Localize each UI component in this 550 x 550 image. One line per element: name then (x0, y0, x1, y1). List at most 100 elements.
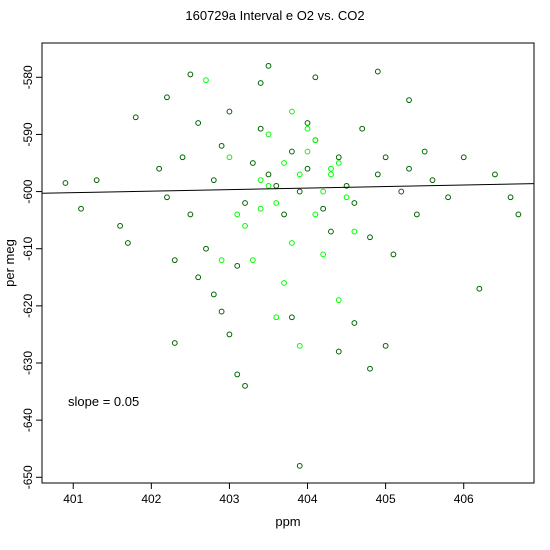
data-point (335, 348, 342, 355)
data-point (320, 188, 327, 195)
data-point (351, 200, 358, 206)
data-point (234, 371, 241, 378)
data-point (156, 165, 163, 172)
data-point (210, 291, 217, 298)
data-point (515, 211, 522, 218)
y-axis-label: per meg (2, 239, 17, 287)
data-point (242, 200, 248, 206)
data-point (195, 120, 202, 126)
data-point (304, 120, 311, 126)
data-point (187, 211, 194, 218)
data-point (328, 171, 334, 178)
data-point (429, 177, 436, 184)
data-point (226, 154, 233, 161)
data-point (93, 177, 100, 184)
data-point (273, 314, 280, 321)
data-point (234, 211, 241, 218)
data-point (359, 125, 366, 132)
data-point (312, 211, 319, 218)
data-point (226, 331, 233, 338)
x-tick-label: 405 (376, 492, 396, 506)
data-point (265, 62, 272, 69)
data-point (257, 80, 264, 86)
data-point (343, 182, 350, 189)
data-point (320, 251, 327, 258)
data-point (257, 125, 264, 132)
data-point (195, 274, 202, 281)
data-point (218, 257, 225, 264)
data-point (304, 165, 311, 172)
data-point (304, 148, 311, 155)
x-tick-label: 401 (63, 492, 83, 506)
data-point (179, 154, 186, 161)
data-point (125, 240, 131, 246)
data-point (203, 77, 209, 84)
data-point (203, 245, 209, 252)
data-point (265, 131, 272, 138)
data-point (281, 280, 287, 286)
y-tick-label: -640 (21, 408, 35, 432)
data-point (296, 188, 303, 195)
data-point (265, 171, 272, 178)
slope-annotation: slope = 0.05 (68, 394, 139, 409)
data-point (218, 308, 225, 315)
y-tick-label: -590 (21, 122, 35, 146)
data-point (312, 137, 319, 144)
data-point (312, 74, 319, 81)
y-tick-label: -650 (21, 465, 35, 489)
chart-title: 160729a Interval e O2 vs. CO2 (185, 8, 364, 23)
data-point (210, 177, 217, 184)
data-point (335, 297, 342, 304)
y-tick-label: -600 (21, 179, 35, 203)
data-point (234, 262, 241, 269)
data-point (132, 114, 139, 121)
data-point (242, 382, 248, 389)
data-point (351, 320, 358, 326)
plot-frame (41, 42, 535, 484)
y-tick-label: -580 (21, 65, 35, 89)
data-point (62, 180, 69, 186)
data-point (507, 194, 514, 201)
data-point (171, 340, 178, 346)
y-tick-label: -610 (21, 236, 35, 260)
data-point (406, 97, 412, 104)
data-point (335, 154, 342, 161)
data-point (421, 148, 428, 155)
data-points (62, 62, 522, 469)
data-point (351, 228, 358, 235)
data-point (78, 205, 84, 212)
data-point (242, 222, 248, 229)
data-point (164, 94, 170, 101)
data-point (257, 177, 264, 184)
x-tick-label: 403 (219, 492, 239, 506)
data-point (249, 160, 256, 166)
y-tick-label: -620 (21, 294, 35, 318)
data-point (367, 234, 373, 241)
data-point (187, 71, 194, 78)
data-point (413, 211, 420, 218)
data-point (296, 342, 303, 349)
data-point (289, 148, 295, 155)
data-point (273, 200, 280, 206)
data-point (304, 125, 311, 132)
data-point (328, 228, 334, 235)
x-tick-label: 404 (298, 492, 318, 506)
x-tick-label: 402 (141, 492, 161, 506)
data-point (289, 314, 295, 321)
data-point (390, 251, 397, 258)
data-point (281, 211, 287, 218)
data-point (367, 365, 373, 372)
data-point (289, 240, 295, 246)
data-point (289, 108, 295, 115)
data-point (445, 194, 451, 201)
x-axis-label: ppm (275, 514, 300, 529)
data-point (296, 171, 303, 178)
data-point (492, 171, 498, 178)
data-point (257, 205, 264, 212)
data-point (249, 257, 256, 264)
data-point (335, 160, 342, 166)
data-point (328, 165, 334, 172)
data-point (320, 205, 327, 212)
data-point (374, 171, 381, 178)
